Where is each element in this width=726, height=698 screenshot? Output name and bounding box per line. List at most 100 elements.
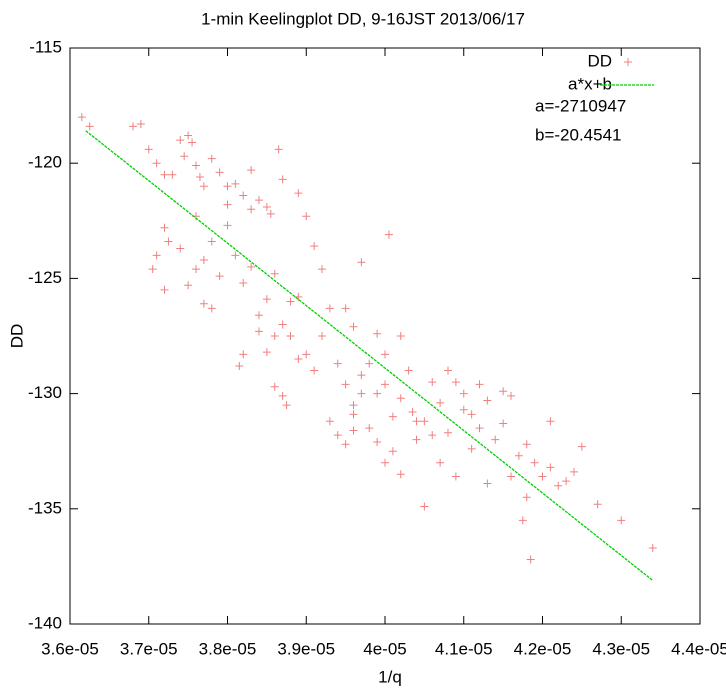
point xyxy=(239,191,248,200)
point xyxy=(333,359,342,368)
point xyxy=(530,458,539,467)
point xyxy=(349,410,358,419)
point xyxy=(483,396,492,405)
point xyxy=(274,145,283,154)
x-tick-label: 3.8e-05 xyxy=(199,639,257,658)
point xyxy=(451,378,460,387)
point xyxy=(318,332,326,340)
y-tick-label: -130 xyxy=(28,383,62,402)
point xyxy=(341,380,350,389)
y-tick-label: -140 xyxy=(28,613,62,632)
x-tick-label: 3.9e-05 xyxy=(277,639,335,658)
x-tick-label: 4.2e-05 xyxy=(514,639,572,658)
point xyxy=(483,479,492,488)
point xyxy=(412,435,421,444)
point xyxy=(231,179,240,188)
fit-line xyxy=(85,130,654,581)
point xyxy=(381,350,389,359)
point xyxy=(593,500,602,509)
point xyxy=(247,205,256,214)
point xyxy=(160,223,169,232)
point xyxy=(444,366,452,375)
point xyxy=(168,170,177,179)
point xyxy=(396,470,405,479)
point xyxy=(499,387,508,396)
y-tick-label: -120 xyxy=(28,153,62,172)
point xyxy=(223,200,232,209)
point xyxy=(231,251,240,260)
point xyxy=(192,161,200,170)
point xyxy=(404,366,413,375)
point xyxy=(570,467,578,476)
point xyxy=(648,543,657,552)
point xyxy=(207,237,216,246)
point xyxy=(188,138,197,147)
point xyxy=(294,292,303,301)
point xyxy=(144,145,153,154)
point xyxy=(349,426,358,435)
point xyxy=(428,378,437,387)
point xyxy=(262,295,271,304)
point xyxy=(357,258,366,267)
point xyxy=(507,391,515,400)
point xyxy=(302,212,311,221)
point xyxy=(325,304,334,313)
point xyxy=(373,437,382,446)
point xyxy=(341,304,350,313)
point xyxy=(262,202,271,211)
point xyxy=(152,251,161,260)
point xyxy=(412,417,421,426)
point xyxy=(286,297,295,306)
point xyxy=(85,122,94,131)
point xyxy=(318,265,326,274)
point xyxy=(388,412,397,421)
point xyxy=(357,389,366,398)
chart-title: 1-min Keelingplot DD, 9-16JST 2013/06/17 xyxy=(201,9,525,28)
point xyxy=(617,516,626,525)
point xyxy=(408,408,417,417)
point xyxy=(199,182,208,191)
point xyxy=(255,327,263,336)
point xyxy=(310,366,319,375)
point xyxy=(215,168,224,177)
y-tick-label: -125 xyxy=(28,268,62,287)
point xyxy=(160,285,169,294)
point xyxy=(199,255,208,264)
point xyxy=(420,502,429,511)
point xyxy=(77,113,86,122)
point xyxy=(526,555,535,564)
point xyxy=(538,472,547,481)
point xyxy=(247,262,256,271)
annotation: a=-2710947 xyxy=(535,96,626,115)
point xyxy=(278,175,287,184)
point xyxy=(436,398,445,407)
point xyxy=(475,380,484,389)
point xyxy=(451,472,460,481)
point xyxy=(546,463,555,472)
point xyxy=(475,424,484,433)
point xyxy=(278,320,287,329)
point xyxy=(176,136,185,145)
legend-label: DD xyxy=(587,51,612,70)
point xyxy=(325,417,334,426)
point xyxy=(207,304,216,313)
point xyxy=(294,355,303,364)
point xyxy=(195,173,204,182)
point xyxy=(459,389,468,398)
point xyxy=(349,401,358,410)
point xyxy=(262,348,271,357)
point xyxy=(467,444,476,453)
point xyxy=(302,350,311,359)
point xyxy=(436,458,445,467)
point xyxy=(215,272,224,281)
point xyxy=(381,380,389,389)
point xyxy=(184,281,193,290)
point xyxy=(396,394,405,403)
y-axis-label: DD xyxy=(7,324,26,349)
legend-label: a*x+b xyxy=(568,74,612,93)
point xyxy=(467,410,476,419)
point xyxy=(373,329,382,338)
point xyxy=(223,182,232,191)
point xyxy=(491,435,500,444)
x-axis-label: 1/q xyxy=(378,667,402,686)
